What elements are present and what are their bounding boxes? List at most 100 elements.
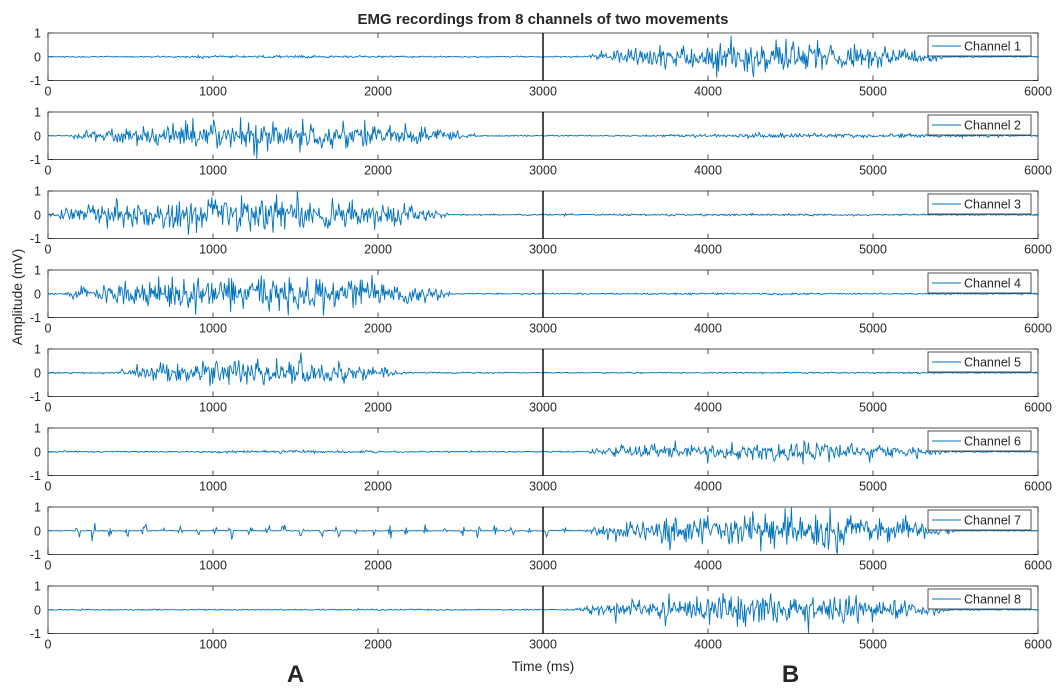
x-tick-label: 5000 (859, 243, 887, 257)
legend-box (927, 351, 1032, 373)
x-tick-label: 4000 (694, 85, 722, 99)
y-tick-label: -1 (30, 311, 41, 325)
y-tick-label: 1 (34, 106, 41, 120)
y-tick-label: 1 (34, 27, 41, 41)
legend-channel-1: Channel 1 (927, 35, 1032, 57)
legend-channel-3: Channel 3 (927, 193, 1032, 215)
chart-title: EMG recordings from 8 channels of two mo… (358, 11, 729, 28)
x-axis-label: Time (ms) (512, 658, 574, 674)
x-tick-label: 6000 (1024, 164, 1052, 178)
x-tick-label: 0 (45, 164, 52, 178)
x-tick-label: 0 (45, 401, 52, 415)
x-tick-label: 6000 (1024, 559, 1052, 573)
x-tick-label: 3000 (529, 85, 557, 99)
x-tick-label: 3000 (529, 243, 557, 257)
legend-box (927, 114, 1032, 136)
x-tick-label: 0 (45, 559, 52, 573)
x-tick-label: 3000 (529, 401, 557, 415)
x-tick-label: 5000 (859, 559, 887, 573)
x-tick-label: 2000 (364, 322, 392, 336)
y-tick-label: 1 (34, 501, 41, 515)
x-tick-label: 1000 (199, 85, 227, 99)
legend-channel-8: Channel 8 (927, 588, 1032, 610)
x-tick-label: 4000 (694, 401, 722, 415)
legend-channel-2: Channel 2 (927, 114, 1032, 136)
x-tick-label: 4000 (694, 559, 722, 573)
y-tick-label: 0 (34, 287, 41, 301)
legend-box (927, 509, 1032, 531)
channel-panel-8: -1 0 1 0 1000 2000 3000 4000 5000 6000 Channel 8 (30, 580, 1052, 652)
y-tick-label: 1 (34, 264, 41, 278)
x-tick-label: 6000 (1024, 480, 1052, 494)
legend-label: Channel 4 (964, 277, 1021, 291)
legend-box (927, 588, 1032, 610)
x-tick-label: 5000 (859, 480, 887, 494)
x-tick-label: 5000 (859, 638, 887, 652)
legend-label: Channel 3 (964, 198, 1021, 212)
x-tick-label: 5000 (859, 322, 887, 336)
y-tick-label: 1 (34, 343, 41, 357)
x-tick-label: 5000 (859, 401, 887, 415)
channel-panel-7: -1 0 1 0 1000 2000 3000 4000 5000 6000 Channel 7 (30, 501, 1052, 573)
channel-panel-5: -1 0 1 0 1000 2000 3000 4000 5000 6000 Channel 5 (30, 343, 1052, 415)
x-tick-label: 0 (45, 638, 52, 652)
y-tick-label: -1 (30, 232, 41, 246)
x-tick-label: 1000 (199, 638, 227, 652)
legend-box (927, 430, 1032, 452)
y-tick-label: 0 (34, 603, 41, 617)
x-tick-label: 4000 (694, 322, 722, 336)
x-tick-label: 0 (45, 480, 52, 494)
x-tick-label: 6000 (1024, 85, 1052, 99)
x-tick-label: 1000 (199, 559, 227, 573)
x-tick-label: 1000 (199, 480, 227, 494)
legend-box (927, 272, 1032, 294)
y-tick-label: 0 (34, 366, 41, 380)
x-tick-label: 1000 (199, 322, 227, 336)
y-axis-label: Amplitude (mV) (9, 249, 25, 345)
x-tick-label: 6000 (1024, 243, 1052, 257)
x-tick-label: 2000 (364, 401, 392, 415)
legend-label: Channel 7 (964, 514, 1021, 528)
channel-panel-1: -1 0 1 0 1000 2000 3000 4000 5000 6000 Channel 1 (30, 27, 1052, 99)
x-tick-label: 3000 (529, 322, 557, 336)
x-tick-label: 1000 (199, 164, 227, 178)
legend-label: Channel 6 (964, 435, 1021, 449)
x-tick-label: 4000 (694, 638, 722, 652)
y-tick-label: 1 (34, 580, 41, 594)
movement-label-a: A (287, 661, 304, 685)
y-tick-label: 0 (34, 524, 41, 538)
legend-channel-4: Channel 4 (927, 272, 1032, 294)
channel-panel-4: -1 0 1 0 1000 2000 3000 4000 5000 6000 Channel 4 (30, 264, 1052, 336)
y-tick-label: -1 (30, 548, 41, 562)
y-tick-label: -1 (30, 74, 41, 88)
y-tick-label: 0 (34, 445, 41, 459)
channel-panel-2: -1 0 1 0 1000 2000 3000 4000 5000 6000 Channel 2 (30, 106, 1052, 178)
legend-label: Channel 8 (964, 593, 1021, 607)
x-tick-label: 3000 (529, 164, 557, 178)
y-tick-label: 0 (34, 129, 41, 143)
x-tick-label: 6000 (1024, 638, 1052, 652)
legend-box (927, 193, 1032, 215)
y-tick-label: 0 (34, 50, 41, 64)
legend-label: Channel 1 (964, 40, 1021, 54)
x-tick-label: 6000 (1024, 322, 1052, 336)
y-tick-label: -1 (30, 469, 41, 483)
x-tick-label: 2000 (364, 164, 392, 178)
y-tick-label: -1 (30, 627, 41, 641)
x-tick-label: 3000 (529, 638, 557, 652)
x-tick-label: 0 (45, 85, 52, 99)
y-tick-label: 0 (34, 208, 41, 222)
legend-channel-7: Channel 7 (927, 509, 1032, 531)
x-tick-label: 3000 (529, 559, 557, 573)
x-tick-label: 2000 (364, 480, 392, 494)
x-tick-label: 1000 (199, 243, 227, 257)
legend-channel-6: Channel 6 (927, 430, 1032, 452)
legend-label: Channel 2 (964, 119, 1021, 133)
legend-box (927, 35, 1032, 57)
x-tick-label: 0 (45, 243, 52, 257)
x-tick-label: 5000 (859, 85, 887, 99)
x-tick-label: 0 (45, 322, 52, 336)
y-tick-label: -1 (30, 153, 41, 167)
